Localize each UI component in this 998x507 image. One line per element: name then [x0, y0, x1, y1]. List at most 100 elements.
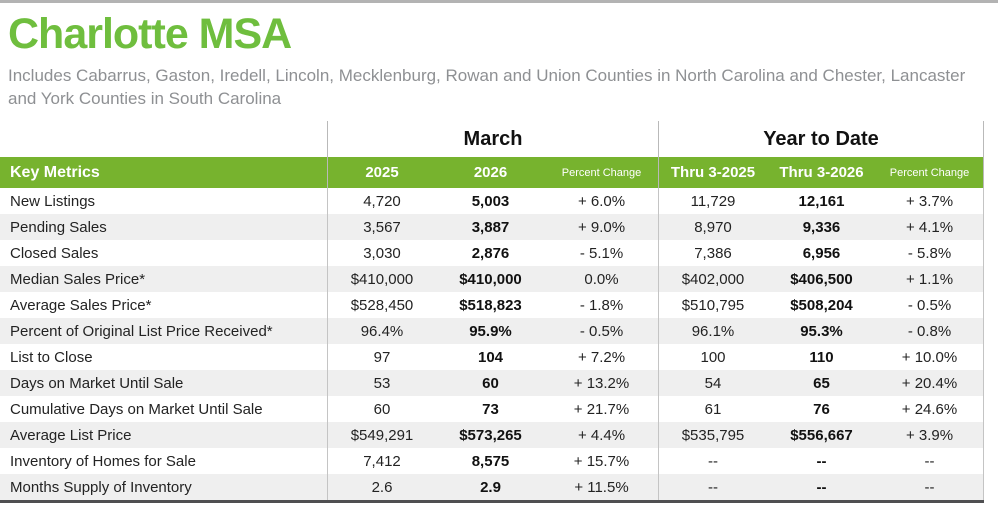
ytd-2025-value: 54	[658, 370, 767, 397]
march-2025-value: 7,412	[327, 448, 436, 475]
table-row: Average List Price $549,291 $573,265 + 4…	[0, 422, 984, 449]
ytd-2025-value: $510,795	[658, 292, 767, 319]
march-2026-value: $410,000	[459, 270, 522, 288]
march-pct-change: + 4.4%	[577, 426, 626, 444]
table-row: Percent of Original List Price Received*…	[0, 318, 984, 345]
section-header-ytd: Year to Date	[658, 121, 984, 158]
march-2025-value: 53	[327, 370, 436, 397]
ytd-pct-change: - 5.8%	[876, 240, 984, 267]
march-2025-value: 3,567	[327, 214, 436, 241]
march-2026-value: 3,887	[471, 218, 510, 236]
table-row: Inventory of Homes for Sale 7,412 8,575 …	[0, 448, 984, 475]
ytd-pct-change: - 0.5%	[876, 292, 984, 319]
ytd-2025-value: 61	[658, 396, 767, 423]
march-2026-value: 104	[477, 348, 504, 366]
ytd-2025-value: --	[658, 448, 767, 475]
march-2026-value: 73	[482, 400, 499, 418]
march-2025-value: 60	[327, 396, 436, 423]
column-header-ytd-pct-change: Percent Change	[876, 157, 984, 189]
metric-label: Average Sales Price*	[10, 296, 152, 314]
ytd-2025-value: --	[658, 474, 767, 501]
march-pct-change: + 11.5%	[574, 478, 629, 496]
march-2026-value: 5,003	[471, 192, 510, 210]
key-metrics-table: March Year to Date Key Metrics 2025 2026…	[0, 121, 984, 504]
metric-label: Average List Price	[10, 426, 132, 444]
ytd-pct-change: + 10.0%	[876, 344, 984, 371]
march-pct-change: + 9.0%	[577, 218, 626, 236]
ytd-2025-value: 8,970	[658, 214, 767, 241]
ytd-2025-value: 96.1%	[658, 318, 767, 345]
metric-label: Inventory of Homes for Sale	[10, 452, 196, 470]
ytd-2026-value: $406,500	[790, 270, 853, 288]
march-2025-value: 97	[327, 344, 436, 371]
ytd-2026-value: 76	[813, 400, 830, 418]
ytd-2025-value: $402,000	[658, 266, 767, 293]
ytd-2025-value: $535,795	[658, 422, 767, 449]
march-2025-value: 96.4%	[327, 318, 436, 345]
march-2026-value: 8,575	[471, 452, 510, 470]
march-pct-change: + 21.7%	[573, 400, 630, 418]
column-header-march-2025: 2025	[327, 157, 436, 189]
ytd-pct-change: + 20.4%	[876, 370, 984, 397]
ytd-2025-value: 11,729	[658, 188, 767, 215]
march-pct-change: - 1.8%	[579, 296, 624, 314]
metric-label: Median Sales Price*	[10, 270, 146, 288]
column-header-key-metrics: Key Metrics	[10, 163, 100, 181]
metric-label: Months Supply of Inventory	[10, 478, 192, 496]
report-header: Charlotte MSA Includes Cabarrus, Gaston,…	[0, 3, 998, 111]
metric-label: Closed Sales	[10, 244, 99, 262]
march-2026-value: 95.9%	[469, 322, 512, 340]
table-row: Cumulative Days on Market Until Sale 60 …	[0, 396, 984, 423]
metric-label: Percent of Original List Price Received*	[10, 322, 273, 340]
ytd-2026-value: 65	[813, 374, 830, 392]
metric-label: Days on Market Until Sale	[10, 374, 184, 392]
ytd-2026-value: 6,956	[802, 244, 841, 262]
table-row: Average Sales Price* $528,450 $518,823 -…	[0, 292, 984, 319]
ytd-pct-change: + 3.9%	[876, 422, 984, 449]
ytd-2026-value: 9,336	[802, 218, 841, 236]
ytd-pct-change: + 3.7%	[876, 188, 984, 215]
march-2025-value: 2.6	[327, 474, 436, 501]
table-row: List to Close 97 104 + 7.2% 100 110 + 10…	[0, 344, 984, 371]
march-2025-value: $549,291	[327, 422, 436, 449]
table-row: Days on Market Until Sale 53 60 + 13.2% …	[0, 370, 984, 397]
ytd-2025-value: 100	[658, 344, 767, 371]
march-2026-value: $518,823	[459, 296, 522, 314]
page-title: Charlotte MSA	[8, 10, 292, 58]
march-2026-value: 2,876	[471, 244, 510, 262]
march-pct-change: - 0.5%	[579, 322, 624, 340]
metric-label: List to Close	[10, 348, 93, 366]
ytd-pct-change: + 1.1%	[876, 266, 984, 293]
table-body: New Listings 4,720 5,003 + 6.0% 11,729 1…	[0, 188, 984, 501]
march-2026-value: 60	[482, 374, 499, 392]
column-header-march-pct-change: Percent Change	[561, 166, 642, 179]
march-2025-value: $528,450	[327, 292, 436, 319]
march-2025-value: 4,720	[327, 188, 436, 215]
section-header-march: March	[327, 121, 658, 158]
ytd-2026-value: $556,667	[790, 426, 853, 444]
column-header-march-2026: 2026	[473, 164, 508, 182]
table-row: Pending Sales 3,567 3,887 + 9.0% 8,970 9…	[0, 214, 984, 241]
ytd-2026-value: 110	[809, 348, 834, 366]
metric-label: Pending Sales	[10, 218, 107, 236]
top-divider	[0, 0, 998, 3]
ytd-2026-value: 12,161	[798, 192, 845, 210]
ytd-2026-value: --	[816, 452, 827, 470]
table-row: New Listings 4,720 5,003 + 6.0% 11,729 1…	[0, 188, 984, 215]
march-2026-value: $573,265	[459, 426, 522, 444]
ytd-pct-change: --	[876, 474, 984, 501]
ytd-2025-value: 7,386	[658, 240, 767, 267]
ytd-pct-change: + 4.1%	[876, 214, 984, 241]
table-row: Closed Sales 3,030 2,876 - 5.1% 7,386 6,…	[0, 240, 984, 267]
march-pct-change: + 6.0%	[577, 192, 626, 210]
column-header-row: Key Metrics 2025 2026 Percent Change Thr…	[0, 157, 984, 189]
march-pct-change: + 15.7%	[573, 452, 630, 470]
march-pct-change: + 7.2%	[577, 348, 626, 366]
march-pct-change: - 5.1%	[579, 244, 624, 262]
march-2025-value: $410,000	[327, 266, 436, 293]
column-header-ytd-thru-2025: Thru 3-2025	[658, 157, 767, 189]
march-pct-change: + 13.2%	[573, 374, 630, 392]
table-row: Median Sales Price* $410,000 $410,000 0.…	[0, 266, 984, 293]
metric-label: New Listings	[10, 192, 96, 210]
march-2026-value: 2.9	[480, 478, 501, 496]
